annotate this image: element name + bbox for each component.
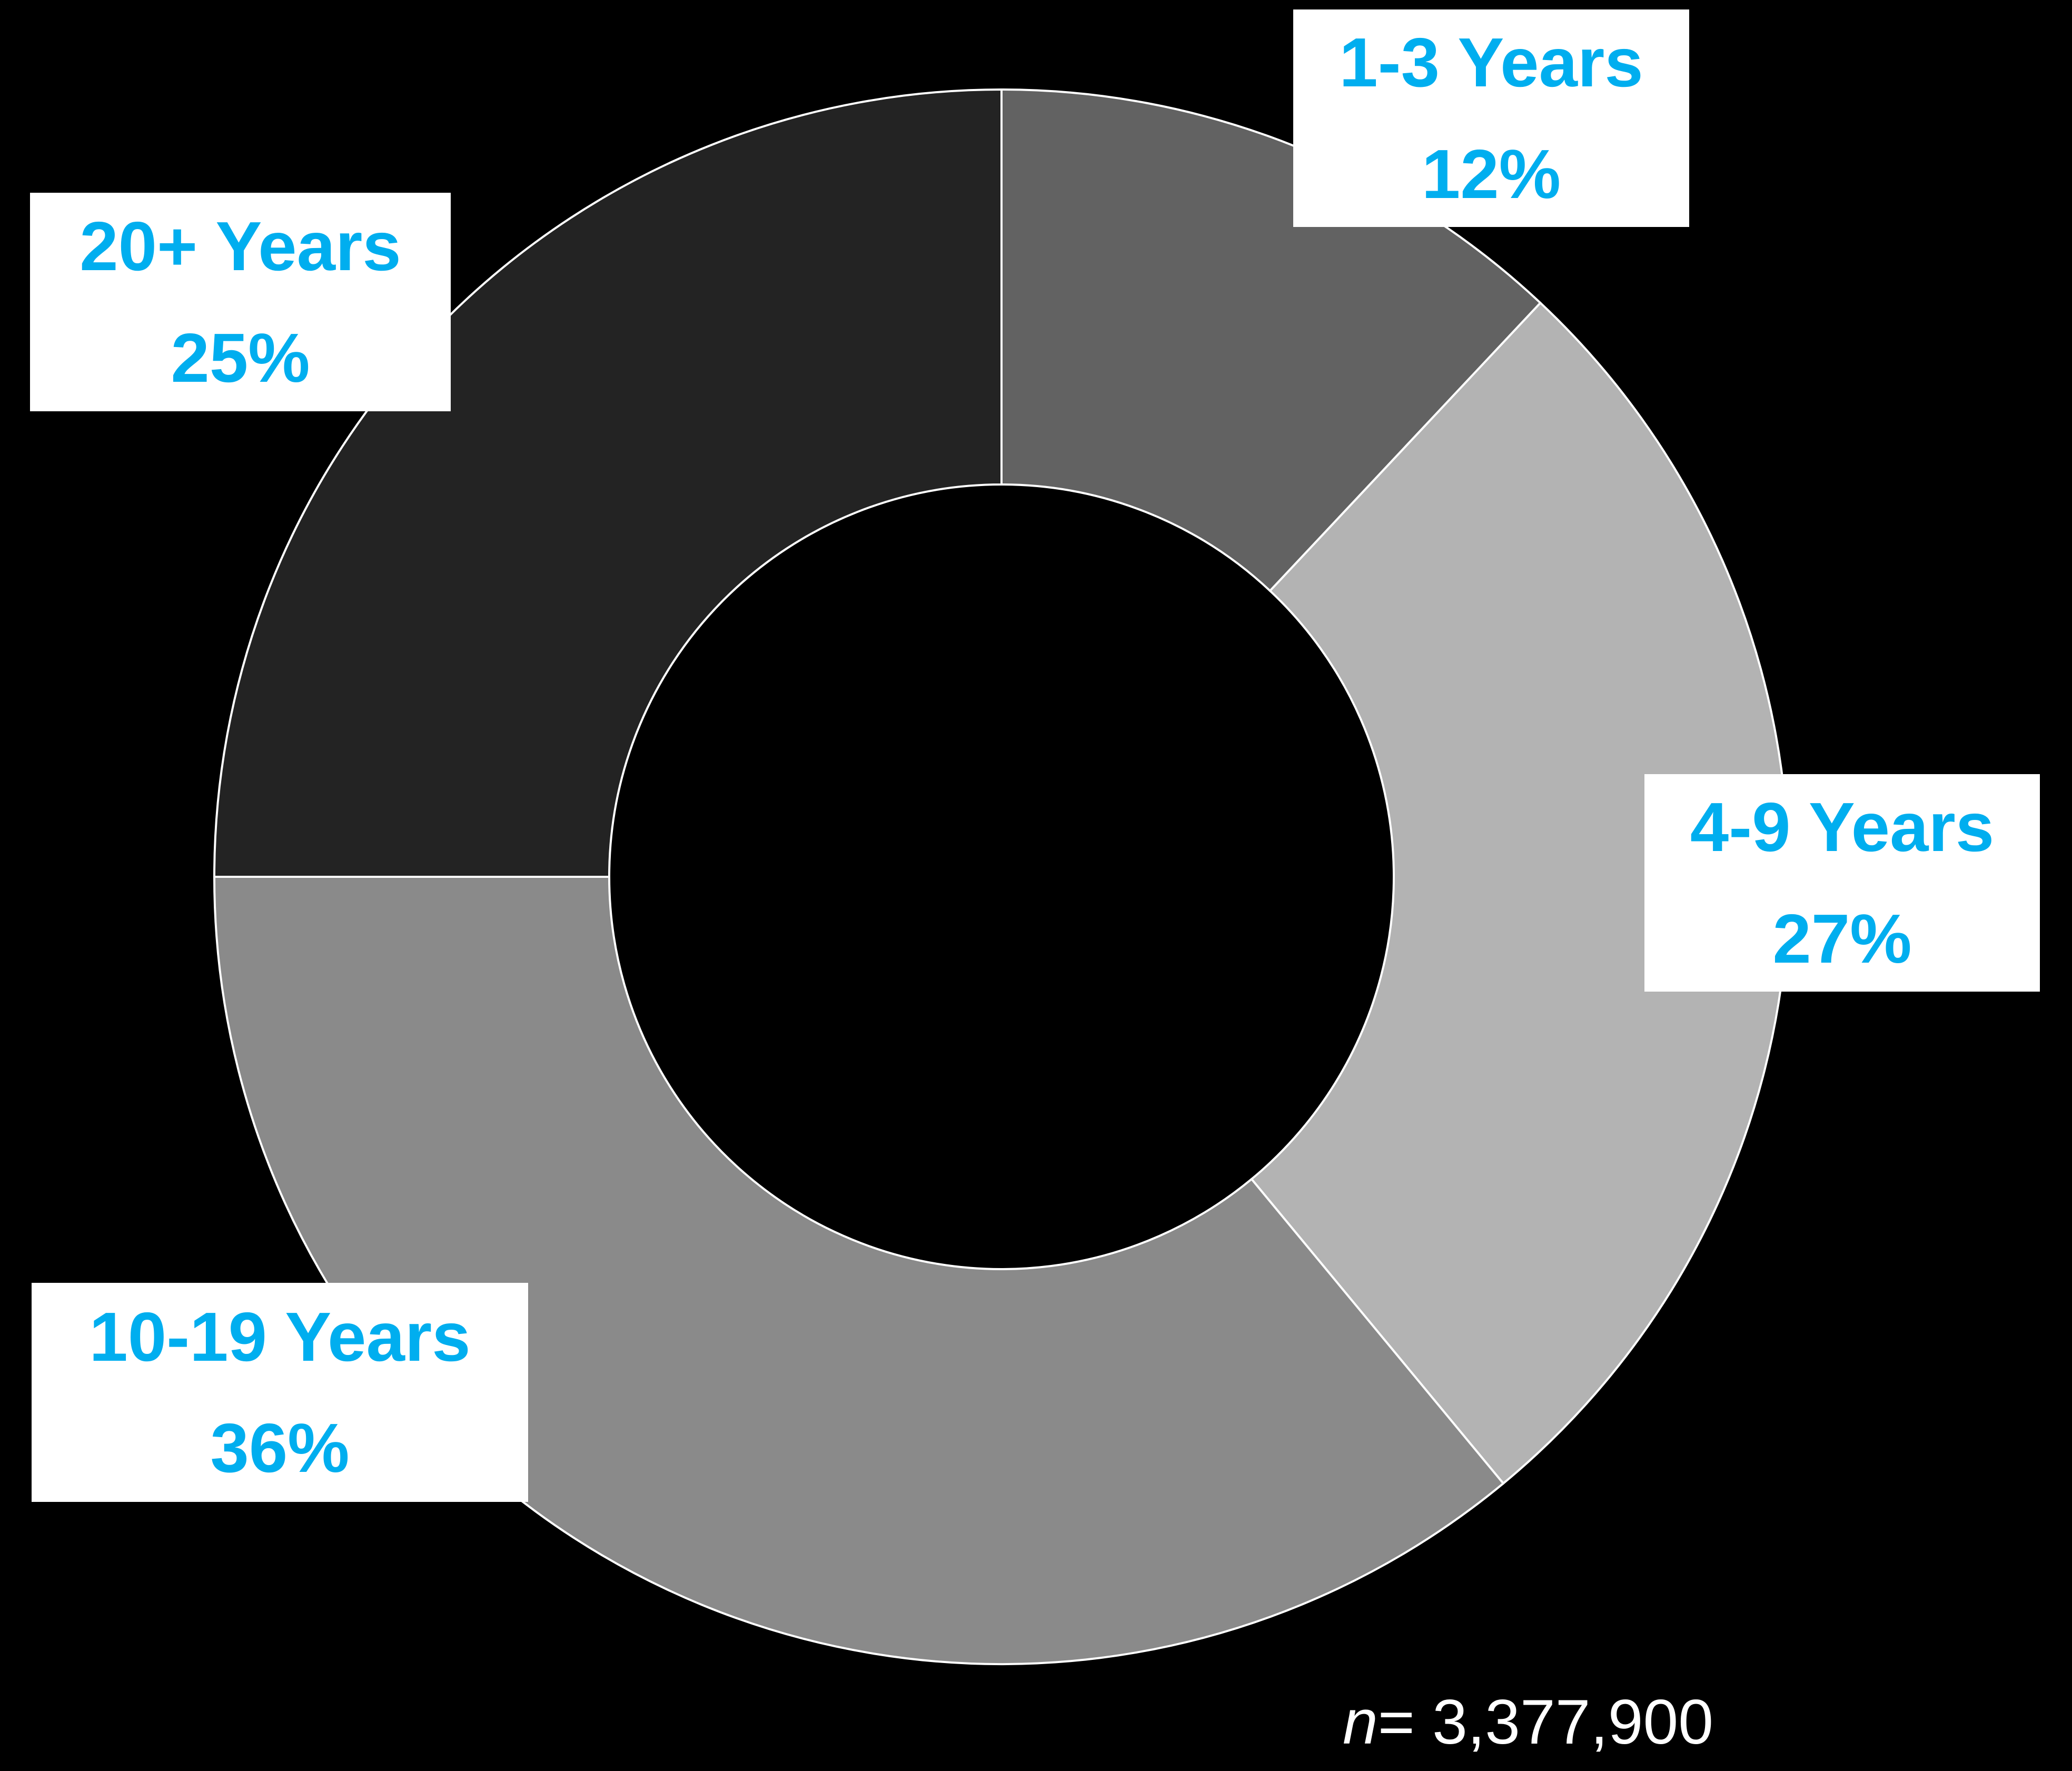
slice-label-10-19-years: 10-19 Years 36% bbox=[32, 1283, 528, 1502]
slice-value-label: 27% bbox=[1772, 899, 1912, 977]
sample-size-value: 3,377,900 bbox=[1432, 1687, 1714, 1757]
slice-4-9-years bbox=[1250, 301, 1790, 1485]
slice-label-20-plus-years: 20+ Years 25% bbox=[30, 193, 451, 411]
slice-20-plus-years bbox=[213, 88, 1003, 878]
slice-category-label: 1-3 Years bbox=[1339, 24, 1643, 102]
slice-value-label: 25% bbox=[171, 319, 310, 397]
sample-size-note: n= 3,377,900 bbox=[1343, 1685, 1975, 1759]
sample-size-symbol: n bbox=[1343, 1687, 1378, 1757]
slice-value-label: 36% bbox=[210, 1409, 350, 1487]
slice-label-1-3-years: 1-3 Years 12% bbox=[1293, 9, 1689, 227]
sample-size-equals: = bbox=[1377, 1687, 1433, 1757]
slice-category-label: 10-19 Years bbox=[89, 1298, 471, 1376]
slice-value-label: 12% bbox=[1421, 135, 1561, 213]
slice-label-4-9-years: 4-9 Years 27% bbox=[1644, 774, 2040, 992]
slice-10-19-years bbox=[213, 876, 1505, 1666]
slice-category-label: 4-9 Years bbox=[1690, 788, 1995, 866]
slice-category-label: 20+ Years bbox=[80, 207, 401, 285]
